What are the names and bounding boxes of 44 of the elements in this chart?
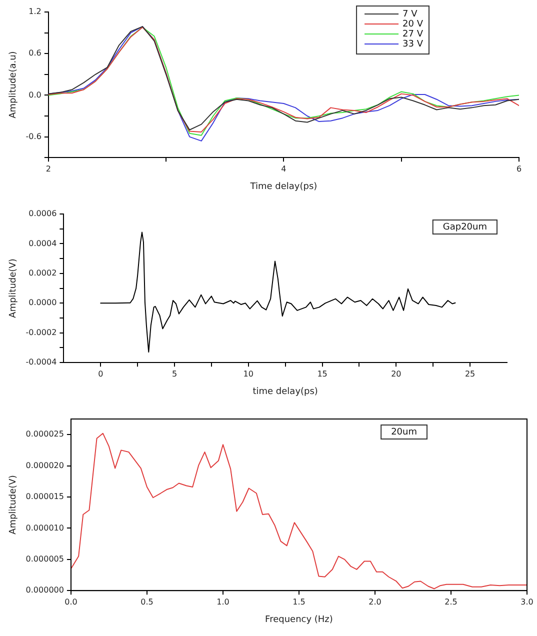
y-tick-label: 0.000005 <box>26 554 64 564</box>
y-tick-label: 0.000025 <box>26 430 64 439</box>
x-tick-label: 2.5 <box>444 597 458 606</box>
legend-label: 33 V <box>402 39 424 50</box>
y-tick-label: 0.000010 <box>26 523 64 532</box>
x-tick-label: 0.0 <box>64 597 78 606</box>
y-tick-label: 0.0 <box>28 90 42 100</box>
y-tick-label: 0.0004 <box>28 238 57 248</box>
annotation: Gap20um <box>442 222 488 232</box>
y-axis-title: Amplitude(a.u) <box>8 51 19 118</box>
x-tick-label: 2 <box>46 164 51 174</box>
legend-label: 27 V <box>402 29 424 40</box>
x-axis-title: time delay(ps) <box>252 386 318 397</box>
x-tick-label: 15 <box>317 369 328 378</box>
y-tick-label: 1.2 <box>28 7 42 16</box>
legend-label: 7 V <box>402 9 418 20</box>
x-tick-label: 10 <box>243 369 254 378</box>
y-tick-label: -0.0004 <box>26 358 57 367</box>
y-tick-label: 0.0006 <box>28 209 57 218</box>
x-axis-title: Frequency (Hz) <box>265 614 333 625</box>
y-tick-label: -0.0002 <box>26 328 57 337</box>
y-tick-label: -0.6 <box>26 132 42 141</box>
y-tick-label: 0.000015 <box>26 492 64 502</box>
x-tick-label: 1.5 <box>292 597 306 606</box>
x-tick-label: 6 <box>516 164 522 174</box>
y-axis-title: Amplitude(V) <box>8 475 19 534</box>
x-tick-label: 3.0 <box>520 597 534 606</box>
y-axis-title: Amplitude(V) <box>8 258 19 318</box>
x-tick-label: 20 <box>391 369 402 378</box>
legend-label: 20 V <box>402 19 424 30</box>
y-tick-label: 0.000020 <box>26 460 64 470</box>
x-tick-label: 1.0 <box>216 597 230 606</box>
x-tick-label: 2.0 <box>368 597 382 606</box>
y-tick-label: 0.000000 <box>26 586 64 595</box>
x-tick-label: 5 <box>172 369 178 378</box>
annotation: 20um <box>391 427 418 438</box>
x-axis-title: Time delay(ps) <box>249 182 318 192</box>
y-tick-label: 0.6 <box>28 48 42 58</box>
x-tick-label: 0.5 <box>140 597 154 606</box>
y-tick-label: 0.0000 <box>28 298 57 308</box>
x-tick-label: 0 <box>98 369 104 378</box>
y-tick-label: 0.0002 <box>28 268 57 278</box>
x-tick-label: 4 <box>281 164 286 174</box>
x-tick-label: 25 <box>464 369 476 378</box>
